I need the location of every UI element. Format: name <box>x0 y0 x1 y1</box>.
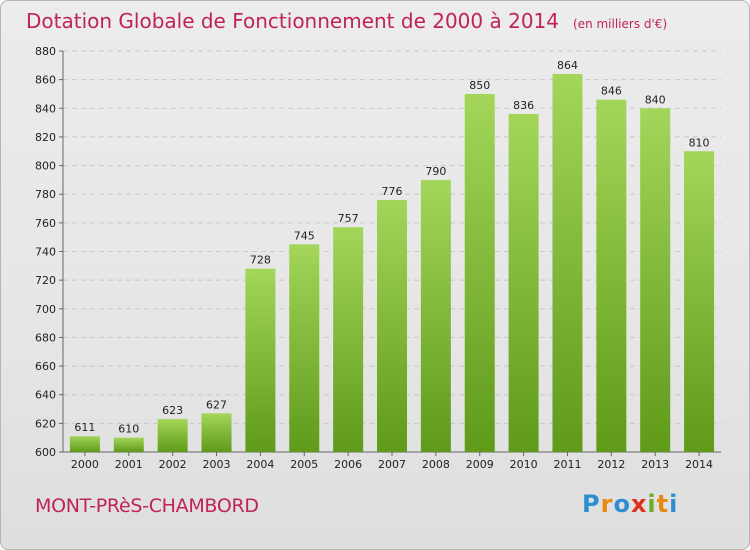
y-tick-label: 680 <box>35 331 56 344</box>
y-tick-label: 860 <box>35 74 56 87</box>
x-tick-label-2003: 2003 <box>203 458 231 471</box>
bar-2012 <box>596 99 627 452</box>
bar-2008 <box>420 179 451 452</box>
chart-title: Dotation Globale de Fonctionnement de 20… <box>26 9 667 33</box>
y-tick-label: 600 <box>35 446 56 459</box>
value-label-2000: 611 <box>74 421 95 434</box>
x-tick-label-2014: 2014 <box>685 458 713 471</box>
bar-2007 <box>377 199 407 452</box>
y-tick-label: 620 <box>35 417 56 430</box>
value-label-2002: 623 <box>162 404 183 417</box>
value-label-2013: 840 <box>645 93 666 106</box>
value-label-2006: 757 <box>338 212 359 225</box>
value-label-2011: 864 <box>557 59 578 72</box>
y-tick-label: 760 <box>35 217 56 230</box>
value-label-2004: 728 <box>250 254 271 267</box>
value-label-2007: 776 <box>382 185 403 198</box>
value-label-2005: 745 <box>294 229 315 242</box>
bar-2006 <box>333 227 364 452</box>
chart-subtitle: (en milliers d'€) <box>573 17 668 31</box>
bar-2014 <box>684 151 715 452</box>
bar-2000 <box>69 436 100 452</box>
bar-2005 <box>289 244 320 452</box>
x-tick-label-2007: 2007 <box>378 458 406 471</box>
y-tick-label: 880 <box>35 45 56 58</box>
x-tick-label-2005: 2005 <box>290 458 318 471</box>
bar-2004 <box>245 268 276 452</box>
city-name: MONT-PRèS-CHAMBORD <box>35 495 259 517</box>
x-tick-label-2009: 2009 <box>466 458 494 471</box>
value-label-2010: 836 <box>513 99 534 112</box>
y-tick-label: 800 <box>35 160 56 173</box>
x-tick-label-2004: 2004 <box>246 458 274 471</box>
value-label-2008: 790 <box>425 165 446 178</box>
y-tick-label: 720 <box>35 274 56 287</box>
value-label-2012: 846 <box>601 85 622 98</box>
labels: 611 2000 610 2001 623 2002 627 2003 728 2004 745 20… <box>71 59 713 471</box>
y-tick-label: 640 <box>35 389 56 402</box>
bar-2009 <box>464 93 495 452</box>
chart-title-text: Dotation Globale de Fonctionnement de 20… <box>26 9 559 33</box>
value-label-2001: 610 <box>118 423 139 436</box>
value-label-2003: 627 <box>206 398 227 411</box>
y-tick-label: 780 <box>35 188 56 201</box>
bars <box>69 73 715 453</box>
y-tick-label: 660 <box>35 360 56 373</box>
x-tick-label-2011: 2011 <box>553 458 581 471</box>
bar-2011 <box>552 73 583 453</box>
y-tick-label: 740 <box>35 246 56 259</box>
bar-2002 <box>157 419 188 452</box>
value-label-2014: 810 <box>689 136 710 149</box>
x-tick-label-2010: 2010 <box>510 458 538 471</box>
y-tick-label: 820 <box>35 131 56 144</box>
y-tick-label: 700 <box>35 303 56 316</box>
x-tick-label-2001: 2001 <box>115 458 143 471</box>
x-tick-label-2000: 2000 <box>71 458 99 471</box>
x-tick-label-2002: 2002 <box>159 458 187 471</box>
x-tick-label-2012: 2012 <box>597 458 625 471</box>
bar-2001 <box>113 437 144 452</box>
bar-2013 <box>640 108 671 453</box>
proxiti-logo: Proxiti <box>582 490 679 518</box>
bar-2003 <box>201 413 232 452</box>
y-tick-label: 840 <box>35 102 56 115</box>
x-tick-label-2006: 2006 <box>334 458 362 471</box>
x-tick-label-2008: 2008 <box>422 458 450 471</box>
x-tick-label-2013: 2013 <box>641 458 669 471</box>
bar-2010 <box>508 114 539 452</box>
value-label-2009: 850 <box>469 79 490 92</box>
